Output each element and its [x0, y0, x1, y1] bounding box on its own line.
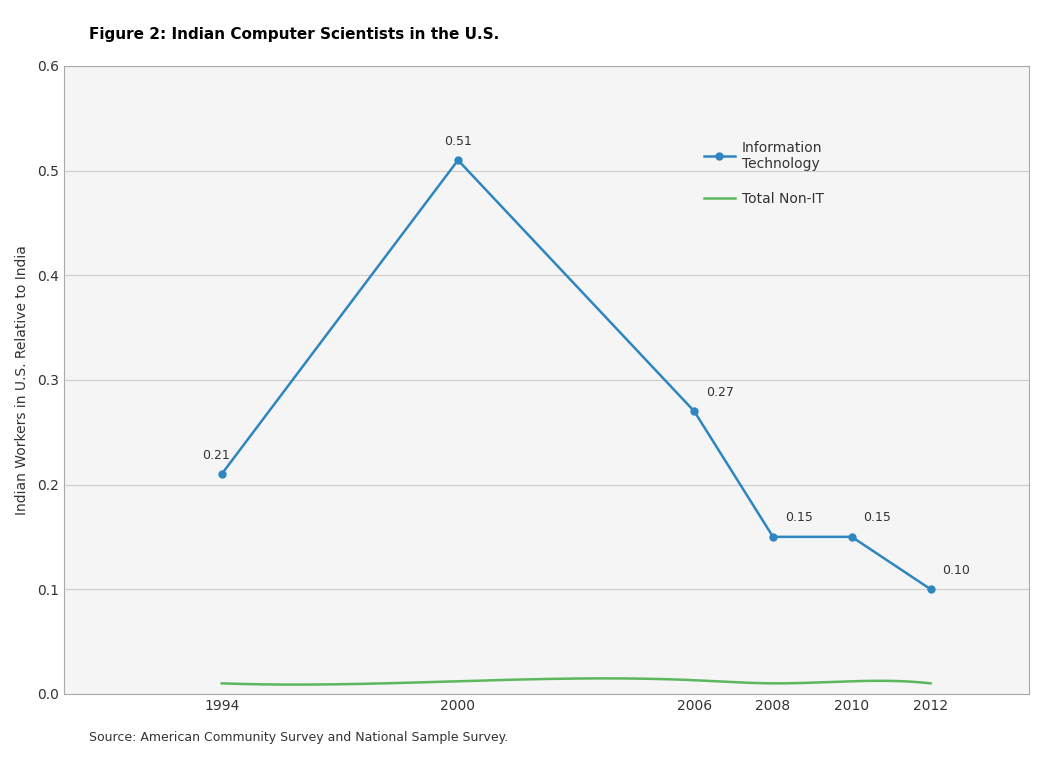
Text: 0.15: 0.15	[863, 512, 892, 525]
Text: 0.10: 0.10	[943, 564, 970, 577]
Text: 0.27: 0.27	[706, 386, 734, 399]
Y-axis label: Indian Workers in U.S. Relative to India: Indian Workers in U.S. Relative to India	[15, 245, 29, 515]
Text: Figure 2: Indian Computer Scientists in the U.S.: Figure 2: Indian Computer Scientists in …	[89, 27, 499, 42]
Text: 0.15: 0.15	[785, 512, 812, 525]
Text: 0.21: 0.21	[203, 449, 230, 462]
Legend: Information
Technology, Total Non-IT: Information Technology, Total Non-IT	[698, 136, 829, 211]
Text: Source: American Community Survey and National Sample Survey.: Source: American Community Survey and Na…	[89, 731, 508, 744]
Text: 0.51: 0.51	[444, 135, 472, 148]
